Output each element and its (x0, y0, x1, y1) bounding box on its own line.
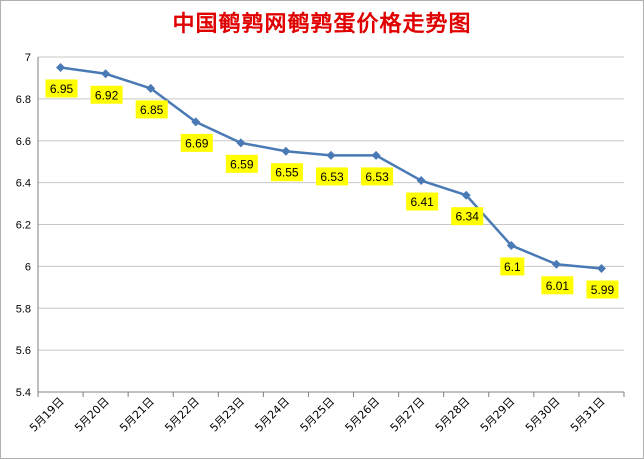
data-label-text: 6.34 (456, 210, 480, 224)
y-tick-label: 7 (25, 52, 31, 64)
x-tick-label: 5月22日 (162, 395, 202, 435)
axes (37, 57, 625, 397)
x-tick-label: 5月30日 (523, 395, 563, 435)
data-label-background (45, 79, 78, 98)
data-label-text: 6.59 (230, 157, 254, 171)
data-label-text: 6.1 (504, 260, 521, 274)
data-label-text: 6.92 (95, 88, 119, 102)
y-tick-label: 6 (25, 261, 31, 273)
y-tick-label: 5.6 (16, 345, 31, 357)
data-label-background (500, 257, 525, 276)
x-tick-label: 5月27日 (388, 395, 428, 435)
data-point-marker (146, 83, 156, 93)
data-label-background (135, 100, 168, 119)
data-label-text: 6.85 (140, 103, 164, 117)
x-tick-label: 5月21日 (117, 395, 157, 435)
data-point-marker (371, 150, 381, 160)
data-label-background (180, 133, 213, 152)
data-label: 6.53 (316, 167, 348, 186)
data-label-background (361, 167, 394, 186)
data-point-marker (56, 62, 66, 72)
data-point-marker (236, 138, 246, 148)
data-label-background (586, 280, 619, 299)
data-label-background (451, 207, 484, 226)
y-tick-label: 6.8 (16, 94, 31, 106)
x-tick-label: 5月24日 (252, 395, 292, 435)
data-label: 6.69 (180, 133, 213, 152)
data-label: 6.53 (361, 167, 394, 186)
data-label-text: 6.69 (185, 136, 209, 150)
data-point-marker (596, 263, 606, 273)
y-tick-label: 6.6 (16, 136, 31, 148)
y-tick-label: 5.4 (16, 387, 31, 399)
data-point-marker (101, 69, 111, 79)
x-tick-label: 5月26日 (343, 395, 383, 435)
data-label-text: 6.55 (275, 166, 299, 180)
data-label-text: 6.95 (50, 82, 74, 96)
data-label-background (270, 163, 303, 182)
gridlines (38, 56, 624, 393)
data-label-background (406, 192, 439, 211)
data-label: 6.55 (270, 163, 303, 182)
data-point-marker (416, 176, 426, 186)
data-point-marker (551, 259, 561, 269)
data-label: 6.85 (135, 100, 168, 119)
chart-title: 中国鹌鹑网鹌鹑蛋价格走势图 (172, 12, 472, 37)
data-label: 6.1 (500, 257, 525, 276)
y-tick-label: 6.2 (16, 220, 31, 232)
data-label: 6.01 (541, 276, 574, 295)
data-label: 5.99 (586, 280, 619, 299)
data-label-text: 6.41 (410, 195, 434, 209)
y-axis-ticks: 5.4 5.6 5.8 6 6.2 6.4 6.6 6.8 7 (16, 52, 31, 399)
y-tick-label: 6.4 (16, 178, 31, 190)
data-label-background (90, 85, 123, 104)
data-label: 6.41 (406, 192, 439, 211)
x-tick-label: 5月20日 (72, 395, 112, 435)
data-label: 6.59 (225, 154, 258, 173)
price-markers (56, 62, 606, 273)
x-tick-label: 5月19日 (27, 395, 67, 435)
x-tick-label: 5月25日 (298, 395, 338, 435)
data-labels: 6.95 6.92 6.85 6.69 6.59 6.55 6.53 6.53 6.41 6.34… (45, 79, 619, 299)
data-point-marker (326, 150, 336, 160)
x-axis-ticks: 5月19日 5月20日 5月21日 5月22日 5月23日 5月24日 5月25日 5月26日… (27, 395, 608, 435)
data-label: 6.95 (45, 79, 78, 98)
data-point-marker (461, 190, 471, 200)
data-label-text: 6.53 (320, 170, 344, 184)
data-label-text: 5.99 (591, 283, 615, 297)
data-point-marker (191, 117, 201, 127)
x-tick-label: 5月28日 (433, 395, 473, 435)
data-label-text: 6.01 (546, 279, 570, 293)
data-label-background (541, 276, 574, 295)
data-label-text: 6.53 (365, 170, 389, 184)
y-tick-label: 5.8 (16, 303, 31, 315)
data-label-background (316, 167, 348, 186)
data-label: 6.34 (451, 207, 484, 226)
x-tick-label: 5月31日 (568, 395, 608, 435)
data-label-background (225, 154, 258, 173)
x-tick-label: 5月29日 (478, 395, 518, 435)
data-point-marker (281, 146, 291, 156)
x-tick-label: 5月23日 (207, 395, 247, 435)
data-label: 6.92 (90, 85, 123, 104)
data-point-marker (506, 240, 516, 250)
